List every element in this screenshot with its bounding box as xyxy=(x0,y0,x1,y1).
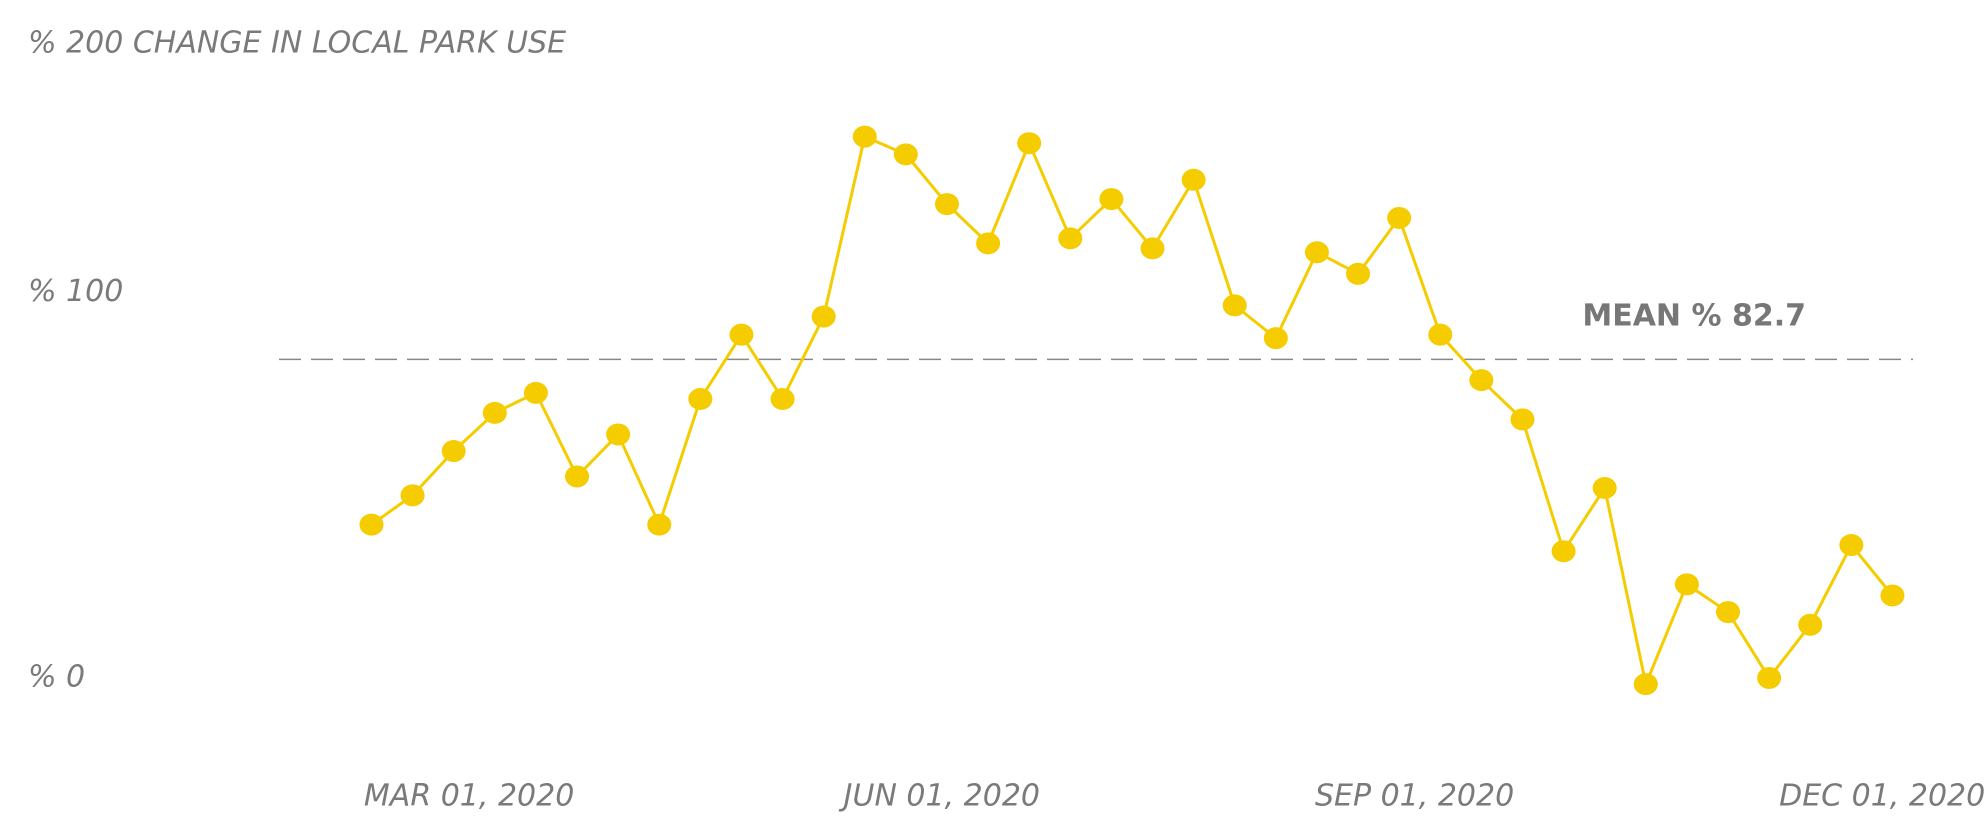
x-tick-label: SEP 01, 2020 xyxy=(1315,779,1514,814)
point xyxy=(1140,237,1165,260)
point xyxy=(400,484,425,507)
point xyxy=(1387,206,1412,229)
point xyxy=(1757,666,1782,689)
point xyxy=(811,305,836,328)
point xyxy=(1304,241,1329,264)
point xyxy=(729,323,754,346)
chart-title: % 200 CHANGE IN LOCAL PARK USE xyxy=(28,26,566,61)
point xyxy=(1181,168,1206,191)
point xyxy=(565,465,590,488)
point xyxy=(523,381,548,404)
x-tick-label: JUN 01, 2020 xyxy=(839,779,1040,814)
point xyxy=(770,388,795,411)
point xyxy=(1058,227,1083,250)
point xyxy=(1839,534,1864,557)
point xyxy=(1674,573,1699,596)
point xyxy=(1428,323,1453,346)
point xyxy=(441,440,466,463)
point xyxy=(1633,673,1658,696)
point xyxy=(482,401,507,424)
point xyxy=(359,513,384,536)
point xyxy=(606,423,631,446)
point xyxy=(1017,132,1042,155)
mean-label: MEAN % 82.7 xyxy=(1582,299,1806,334)
point xyxy=(1263,327,1288,350)
series-line xyxy=(370,134,1894,690)
point xyxy=(1222,294,1247,317)
point xyxy=(1346,262,1371,285)
x-tick-label: DEC 01, 2020 xyxy=(1779,779,1985,814)
point xyxy=(1716,601,1741,624)
x-tick-label: MAR 01, 2020 xyxy=(364,779,574,814)
point xyxy=(852,125,877,148)
y-tick-label: % 0 xyxy=(28,659,85,694)
point xyxy=(893,143,918,166)
point xyxy=(688,388,713,411)
point xyxy=(1592,477,1617,500)
point xyxy=(1880,584,1905,607)
point xyxy=(647,513,672,536)
y-tick-label: % 100 xyxy=(28,274,123,309)
point xyxy=(976,232,1001,255)
point xyxy=(1510,408,1535,431)
point xyxy=(934,193,959,216)
point xyxy=(1798,613,1823,636)
point xyxy=(1099,188,1124,211)
point xyxy=(1469,369,1494,392)
point xyxy=(1551,540,1576,563)
